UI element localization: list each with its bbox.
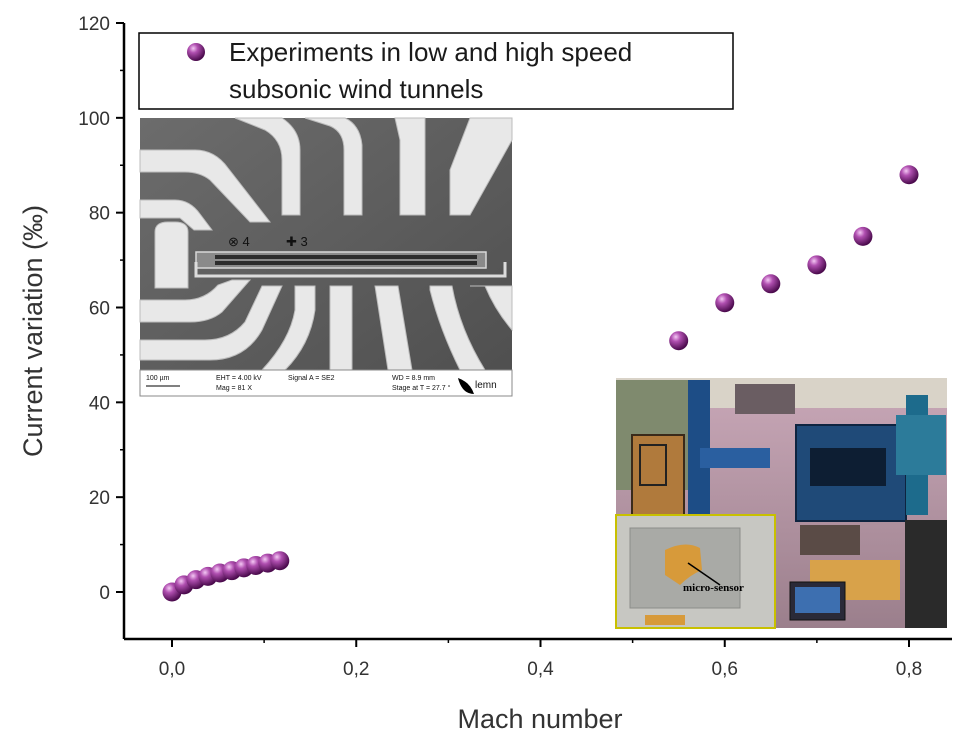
micro-sensor-callout: micro-sensor — [683, 582, 744, 594]
data-point — [761, 274, 781, 294]
sem-scale-label: 100 µm — [146, 375, 170, 382]
wind-tunnel-photo-inset: micro-sensor — [615, 378, 947, 629]
sem-info-bar — [139, 369, 513, 397]
x-ticks: 0,0 0,2 0,4 0,6 0,8 — [159, 639, 922, 680]
sem-eht: EHT = 4.00 kV — [216, 375, 262, 382]
y-ticks: 0 20 40 60 80 100 120 — [78, 14, 124, 604]
legend-label-line-1: Experiments in low and high speed — [229, 37, 632, 67]
data-point — [899, 165, 919, 185]
sem-bottom-electrodes — [139, 279, 513, 371]
sem-micrograph-inset: ⊗ 4 ✚ 3 100 µm EHT = 4.00 kV Mag = 81 X … — [139, 117, 513, 397]
y-tick-label: 20 — [89, 488, 110, 509]
y-tick-label: 0 — [99, 583, 110, 604]
y-tick-label: 80 — [89, 204, 110, 225]
y-tick-label: 40 — [89, 393, 110, 414]
sem-signal: Signal A = SE2 — [288, 375, 335, 382]
y-tick-label: 120 — [78, 14, 110, 35]
sem-logo-text: lemn — [475, 380, 497, 391]
x-tick-label: 0,0 — [159, 659, 185, 680]
sem-mark-4: ⊗ 4 — [228, 234, 250, 249]
plot-area — [122, 23, 952, 641]
data-point — [853, 226, 873, 246]
x-tick-label: 0,4 — [527, 659, 554, 680]
x-tick-label: 0,6 — [712, 659, 738, 680]
legend: Experiments in low and high speed subson… — [138, 32, 734, 110]
sem-sensor-strip — [195, 251, 487, 269]
data-point — [669, 331, 689, 351]
sem-wd: WD = 8.9 mm — [392, 375, 435, 382]
data-points — [162, 165, 919, 602]
y-tick-label: 100 — [78, 109, 110, 130]
y-tick-label: 60 — [89, 299, 110, 320]
y-axis-label: Current variation (‰) — [18, 205, 48, 457]
micro-sensor-arrow — [687, 562, 721, 586]
data-point — [715, 293, 735, 313]
sem-top-electrodes — [139, 117, 513, 289]
data-point — [270, 551, 290, 571]
data-point — [807, 255, 827, 275]
sem-logo-mark — [458, 378, 474, 394]
legend-label-line-2: subsonic wind tunnels — [229, 74, 483, 104]
legend-marker — [187, 43, 205, 61]
sem-stage: Stage at T = 27.7 ° — [392, 384, 451, 392]
sem-mark-3: ✚ 3 — [286, 234, 308, 249]
x-axis-label: Mach number — [457, 704, 622, 734]
x-tick-label: 0,2 — [343, 659, 369, 680]
x-tick-label: 0,8 — [896, 659, 922, 680]
micro-sensor-photo: micro-sensor — [615, 514, 776, 629]
sem-mag: Mag = 81 X — [216, 385, 252, 392]
legend-box — [138, 32, 734, 110]
